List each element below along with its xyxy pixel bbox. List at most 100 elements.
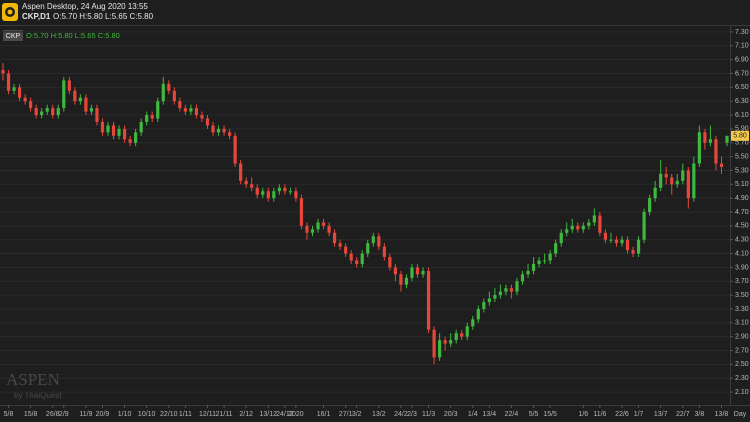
- y-tick-label: 2.90: [735, 334, 749, 341]
- candle-body: [670, 177, 674, 185]
- candle-body: [443, 340, 447, 344]
- candle-body: [454, 333, 458, 341]
- candle-body: [692, 163, 696, 199]
- candle-body: [509, 288, 514, 292]
- x-tick-label: 15/5: [543, 411, 557, 418]
- x-tick-label: 15/8: [24, 411, 38, 418]
- candle-body: [609, 239, 613, 241]
- x-tick-label: 20/9: [96, 411, 110, 418]
- candle-body: [134, 132, 138, 143]
- candle-body: [73, 90, 77, 102]
- y-tick-label: 3.30: [735, 306, 749, 313]
- x-tick-label: 1/4: [468, 411, 478, 418]
- x-tick-label: 24/2: [394, 411, 408, 418]
- candle-body: [377, 236, 381, 247]
- candle-body: [250, 184, 254, 188]
- candle-body: [200, 115, 204, 119]
- candle-body: [366, 243, 370, 254]
- candle-body: [122, 128, 127, 140]
- candle-body: [426, 270, 431, 330]
- legend-symbol: CKP: [6, 33, 21, 40]
- y-tick-label: 7.10: [735, 43, 749, 50]
- x-tick-label: 24/12: [276, 411, 294, 418]
- candle-body: [648, 198, 652, 212]
- x-tick-label: 22/4: [505, 411, 519, 418]
- candle-body: [664, 173, 668, 178]
- candle-body: [487, 298, 491, 303]
- candle-body: [272, 191, 276, 199]
- candle-body: [305, 225, 309, 233]
- x-tick-label: 2/3: [407, 411, 417, 418]
- candle-body: [498, 291, 503, 296]
- candle-body: [117, 128, 121, 136]
- x-tick-label: 1/7: [634, 411, 644, 418]
- candle-body: [266, 191, 270, 199]
- y-tick-label: 2.50: [735, 361, 749, 368]
- candle-body: [642, 212, 646, 240]
- candle-body: [614, 239, 619, 244]
- x-tick-label: 1/11: [179, 411, 192, 418]
- y-tick-label: 2.10: [735, 389, 749, 396]
- candle-body: [537, 260, 541, 264]
- y-tick-label: 6.50: [735, 84, 749, 91]
- candle-body: [686, 170, 690, 199]
- candle-body: [294, 191, 298, 199]
- y-tick-label: 3.90: [735, 264, 749, 271]
- candle-body: [84, 97, 88, 112]
- candle-body: [415, 267, 420, 275]
- candle-body: [360, 253, 364, 264]
- candle-body: [56, 108, 60, 116]
- candle-body: [40, 111, 44, 116]
- candle-body: [543, 260, 547, 262]
- x-tick-label: 11/3: [422, 411, 435, 418]
- legend-symbol-box: [3, 30, 23, 41]
- candle-body: [316, 222, 320, 230]
- candle-body: [111, 125, 116, 136]
- candle-body: [216, 128, 221, 133]
- candle-body: [653, 187, 657, 199]
- candle-body: [255, 187, 259, 195]
- candle-body: [17, 87, 22, 98]
- candle-body: [45, 108, 49, 112]
- legend-ohlc: O:5.70 H:5.80 L:5.65 C:5.80: [26, 31, 120, 40]
- y-tick-label: 3.50: [735, 292, 749, 299]
- x-tick-label: 5/5: [529, 411, 539, 418]
- candle-body: [189, 108, 193, 112]
- candle-body: [333, 232, 337, 244]
- candle-body: [565, 229, 569, 233]
- candle-body: [227, 132, 232, 136]
- candle-body: [708, 139, 713, 143]
- x-tick-label: 13/8: [715, 411, 729, 418]
- candle-body: [244, 180, 248, 185]
- candle-body: [432, 329, 436, 358]
- candle-body: [128, 139, 132, 143]
- candle-body: [6, 73, 11, 91]
- candle-body: [344, 246, 348, 254]
- y-tick-label: 2.70: [735, 347, 749, 354]
- x-tick-label: 5/8: [4, 411, 14, 418]
- header-title: Aspen Desktop, 24 Aug 2020 13:55: [22, 2, 148, 11]
- candle-body: [150, 115, 154, 119]
- candle-body: [371, 236, 375, 244]
- x-tick-label: 13/4: [483, 411, 497, 418]
- candle-body: [12, 87, 16, 91]
- y-tick-label: 6.10: [735, 112, 749, 119]
- candle-body: [598, 215, 602, 233]
- y-tick-label: 5.90: [735, 126, 749, 133]
- x-tick-label: 3/2: [352, 411, 362, 418]
- candle-body: [321, 222, 326, 226]
- x-tick-label: 2/9: [59, 411, 69, 418]
- last-price-label: 5.80: [733, 133, 747, 140]
- y-tick-label: 4.50: [735, 223, 749, 230]
- candle-body: [310, 229, 315, 233]
- candle-body: [233, 135, 237, 164]
- y-tick-label: 6.90: [735, 56, 749, 63]
- candle-body: [95, 108, 99, 122]
- candle-body: [89, 108, 94, 112]
- header-symbol: CKP,D1: [22, 12, 51, 21]
- candle-body: [145, 115, 149, 122]
- header-ohlc: O:5.70 H:5.80 L:5.65 C:5.80: [53, 12, 154, 21]
- candle-body: [106, 125, 110, 133]
- x-tick-label: 10/10: [138, 411, 156, 418]
